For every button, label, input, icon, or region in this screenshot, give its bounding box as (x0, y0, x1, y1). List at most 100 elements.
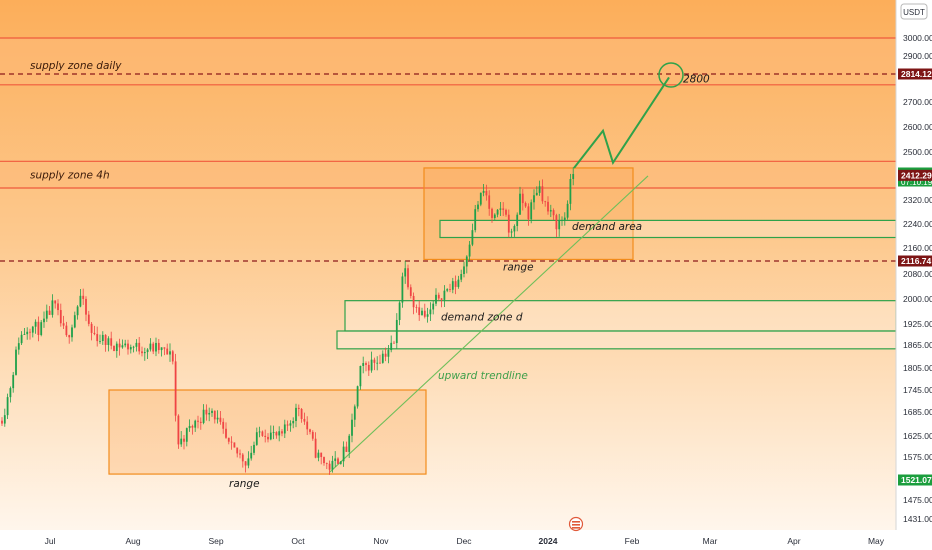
candle-body-29 (79, 295, 82, 307)
candle-body-54 (149, 343, 152, 350)
candle-body-69 (191, 425, 194, 428)
candle-body-113 (314, 438, 317, 458)
price-tag-sublabel-2: 07:10:19 (901, 178, 932, 187)
candle-body-76 (211, 410, 213, 413)
price-tag-label-5: 1521.07 (901, 475, 932, 485)
candle-body-22 (59, 310, 62, 324)
candle-body-49 (135, 342, 138, 347)
candle-body-131 (365, 363, 367, 365)
candle-body-165 (460, 274, 463, 280)
candle-body-118 (328, 463, 331, 470)
candle-body-40 (110, 338, 113, 346)
candle-body-5 (12, 374, 15, 389)
price-tick-15: 1925.00 (903, 319, 932, 329)
candle-body-94 (261, 431, 264, 436)
candle-body-80 (222, 421, 225, 429)
candle-body-147 (409, 287, 412, 296)
price-tag-bg-5 (898, 474, 932, 486)
candle-body-60 (166, 348, 169, 355)
annotation-6: 2800 (683, 73, 710, 85)
price-tick-21: 1575.00 (903, 452, 932, 462)
price-axis[interactable]: 3000.00 2900.00 2700.00 2600.00 2500.00 2320.… (898, 33, 932, 524)
candle-body-35 (96, 334, 99, 342)
candle-body-169 (471, 230, 474, 245)
candle-body-66 (183, 438, 185, 442)
candle-body-21 (57, 303, 59, 311)
candle-body-14 (37, 321, 40, 335)
price-tick-6: 2500.00 (903, 147, 932, 157)
candle-body-148 (412, 295, 415, 308)
candle-body-9 (23, 334, 26, 335)
tradingview-logo[interactable] (568, 516, 584, 532)
candle-body-102 (283, 424, 286, 434)
time-axis[interactable]: Jul Aug Sep Oct Nov Dec 2024 Feb Mar Apr May (45, 536, 885, 546)
candle-body-12 (31, 326, 34, 333)
candle-body-23 (62, 323, 65, 326)
candle-body-155 (432, 303, 435, 310)
candle-body-79 (219, 417, 222, 422)
time-tick-4: Oct (291, 536, 305, 546)
candle-body-170 (474, 209, 477, 231)
candle-body-184 (513, 225, 516, 232)
candle-body-197 (549, 210, 552, 212)
candle-body-181 (505, 209, 507, 215)
candle-body-140 (390, 342, 393, 351)
candle-body-53 (146, 349, 149, 353)
candle-body-83 (230, 441, 233, 443)
candle-body-182 (507, 214, 510, 233)
candle-body-93 (258, 431, 261, 433)
currency-button[interactable]: USDT (900, 3, 928, 20)
candle-body-126 (351, 419, 353, 436)
candle-body-141 (393, 342, 395, 344)
candle-body-191 (533, 195, 535, 203)
candle-body-64 (177, 415, 180, 445)
candle-body-1 (1, 420, 3, 424)
price-tick-18: 1745.00 (903, 385, 932, 395)
candle-body-18 (48, 310, 51, 315)
candle-body-125 (348, 435, 351, 452)
candle-body-96 (267, 436, 269, 440)
candle-body-47 (129, 347, 132, 350)
time-tick-10: Apr (787, 536, 800, 546)
candle-body-73 (202, 409, 205, 423)
trendline (329, 175, 649, 473)
candle-body-84 (233, 442, 236, 448)
candle-body-192 (535, 192, 538, 196)
candle-body-109 (303, 418, 306, 422)
candle-body-36 (99, 340, 101, 342)
candle-body-2 (3, 415, 6, 424)
candle-body-190 (530, 202, 533, 220)
candle-body-114 (317, 452, 320, 458)
candle-body-194 (541, 186, 544, 202)
candle-body-124 (345, 446, 348, 452)
price-tag-label-4: 2116.74 (901, 256, 932, 266)
candle-body-185 (516, 214, 519, 226)
candle-body-24 (65, 325, 68, 336)
time-axis-background (0, 530, 932, 550)
price-tick-24: 1431.00 (903, 514, 932, 524)
projection-path (573, 62, 684, 169)
price-tick-9: 2320.00 (903, 195, 932, 205)
candle-body-42 (115, 343, 118, 351)
candle-body-134 (373, 359, 376, 363)
candle-body-57 (157, 342, 160, 351)
range-box-1 (108, 389, 427, 475)
candle-body-4 (9, 388, 12, 398)
candle-body-119 (331, 460, 334, 470)
price-tag-bg-4 (898, 255, 932, 267)
candle-body-63 (174, 361, 177, 416)
candle-body-180 (502, 208, 505, 210)
candle-body-11 (29, 331, 31, 333)
candle-body-48 (132, 346, 135, 348)
candle-body-201 (561, 219, 563, 221)
candle-body-175 (488, 195, 491, 209)
candle-body-151 (421, 310, 423, 316)
candle-body-72 (199, 421, 202, 423)
candle-body-156 (435, 294, 437, 304)
price-tag-label-1: 2814.12 (901, 69, 932, 79)
candle-body-143 (398, 302, 401, 320)
candle-body-193 (538, 186, 541, 193)
candle-body-62 (171, 351, 174, 362)
candle-body-10 (26, 331, 29, 335)
